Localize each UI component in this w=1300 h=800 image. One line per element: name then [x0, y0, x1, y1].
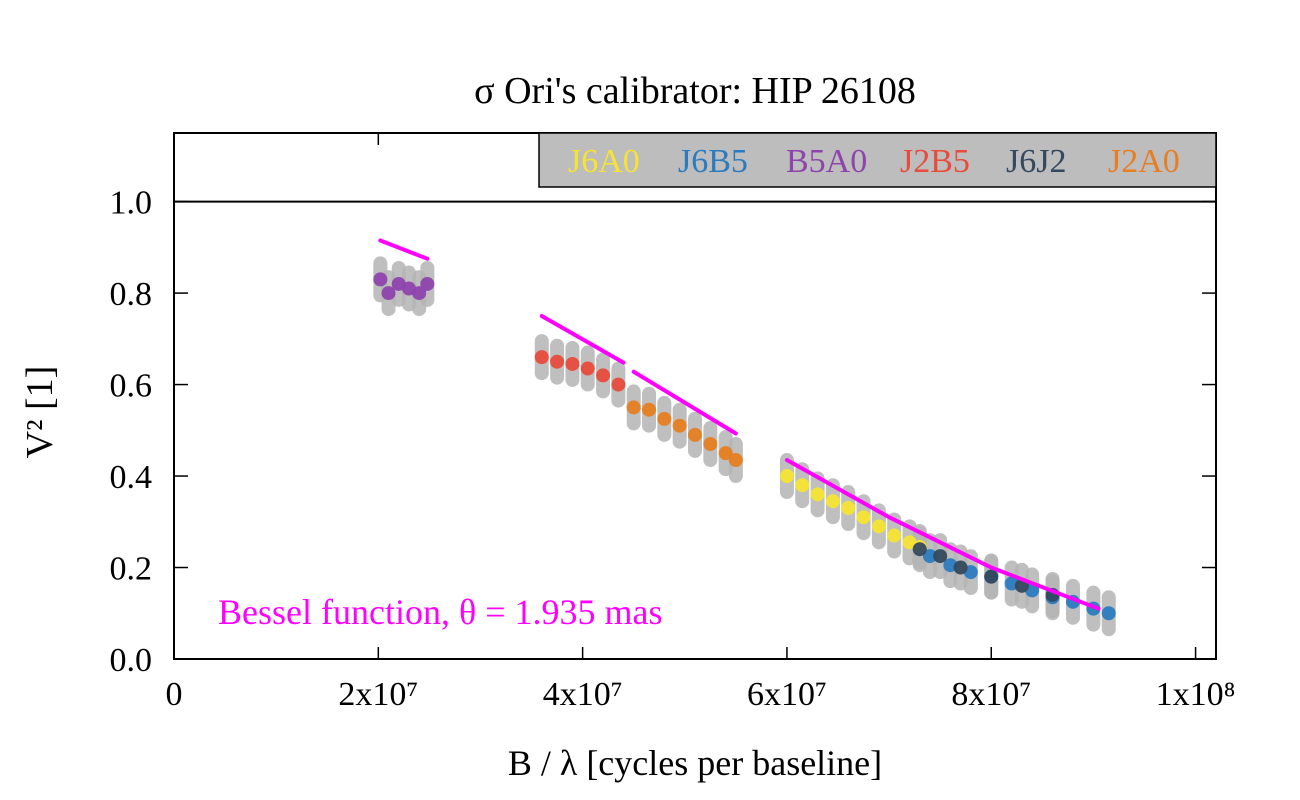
data-point: [841, 501, 856, 516]
data-point: [642, 402, 657, 417]
data-point: [825, 494, 840, 509]
data-point: [779, 469, 794, 484]
y-tick-label: 0.8: [110, 276, 153, 313]
legend-entry: J6J2: [1006, 143, 1066, 180]
data-point: [412, 286, 427, 301]
data-point: [856, 510, 871, 525]
x-tick-label: 1x10⁸: [1156, 676, 1236, 713]
x-tick-label: 8x10⁷: [951, 676, 1031, 713]
data-point: [718, 446, 733, 461]
data-point: [984, 569, 999, 584]
x-tick-label: 2x10⁷: [338, 676, 418, 713]
data-point: [688, 427, 702, 442]
data-point: [887, 528, 902, 543]
data-point: [596, 368, 611, 383]
data-point: [611, 377, 626, 392]
data-point: [565, 356, 580, 371]
data-point: [795, 478, 810, 493]
data-point: [657, 411, 672, 426]
model-line: [539, 313, 626, 365]
legend-entry: J2B5: [900, 143, 970, 180]
data-point: [672, 418, 687, 433]
y-tick-label: 1.0: [110, 185, 153, 222]
data-point: [626, 400, 641, 415]
y-tick-label: 0.4: [110, 459, 153, 496]
legend: J6A0 J6B5 B5A0 J2B5 J6J2 J2A0: [538, 132, 1217, 188]
x-tick-label: 4x10⁷: [543, 676, 623, 713]
data-point: [1101, 606, 1116, 621]
data-point: [534, 350, 549, 365]
data-point: [871, 519, 886, 534]
y-tick-label: 0.2: [110, 551, 153, 588]
y-axis-label: V² [1]: [19, 366, 61, 459]
model-line: [784, 458, 1101, 611]
data-point: [703, 437, 718, 452]
data-point: [580, 361, 595, 376]
data-point: [420, 276, 435, 291]
data-point: [550, 354, 565, 369]
data-point: [933, 549, 948, 564]
legend-box: [538, 132, 1217, 188]
x-axis-label: B / λ [cycles per baseline]: [508, 743, 882, 783]
legend-entry: J6A0: [568, 143, 640, 180]
plot-frame: [173, 132, 1217, 660]
data-point: [381, 286, 396, 301]
data-point: [728, 453, 743, 468]
data-point: [373, 272, 388, 287]
legend-entry: J6B5: [678, 143, 748, 180]
model-line: [378, 238, 430, 261]
x-tick-label: 0: [166, 676, 183, 713]
legend-entry: J2A0: [1108, 143, 1180, 180]
chart-title: σ Ori's calibrator: HIP 26108: [474, 70, 916, 112]
y-tick-label: 0.0: [110, 642, 153, 679]
data-point: [810, 487, 825, 502]
legend-entry: B5A0: [786, 143, 867, 180]
y-tick-label: 0.6: [110, 368, 153, 405]
data-point: [953, 560, 968, 575]
model-line: [631, 369, 738, 436]
x-tick-label: 6x10⁷: [747, 676, 827, 713]
data-point: [922, 549, 937, 564]
data-point: [912, 542, 927, 557]
model-annotation: Bessel function, θ = 1.935 mas: [218, 592, 663, 632]
